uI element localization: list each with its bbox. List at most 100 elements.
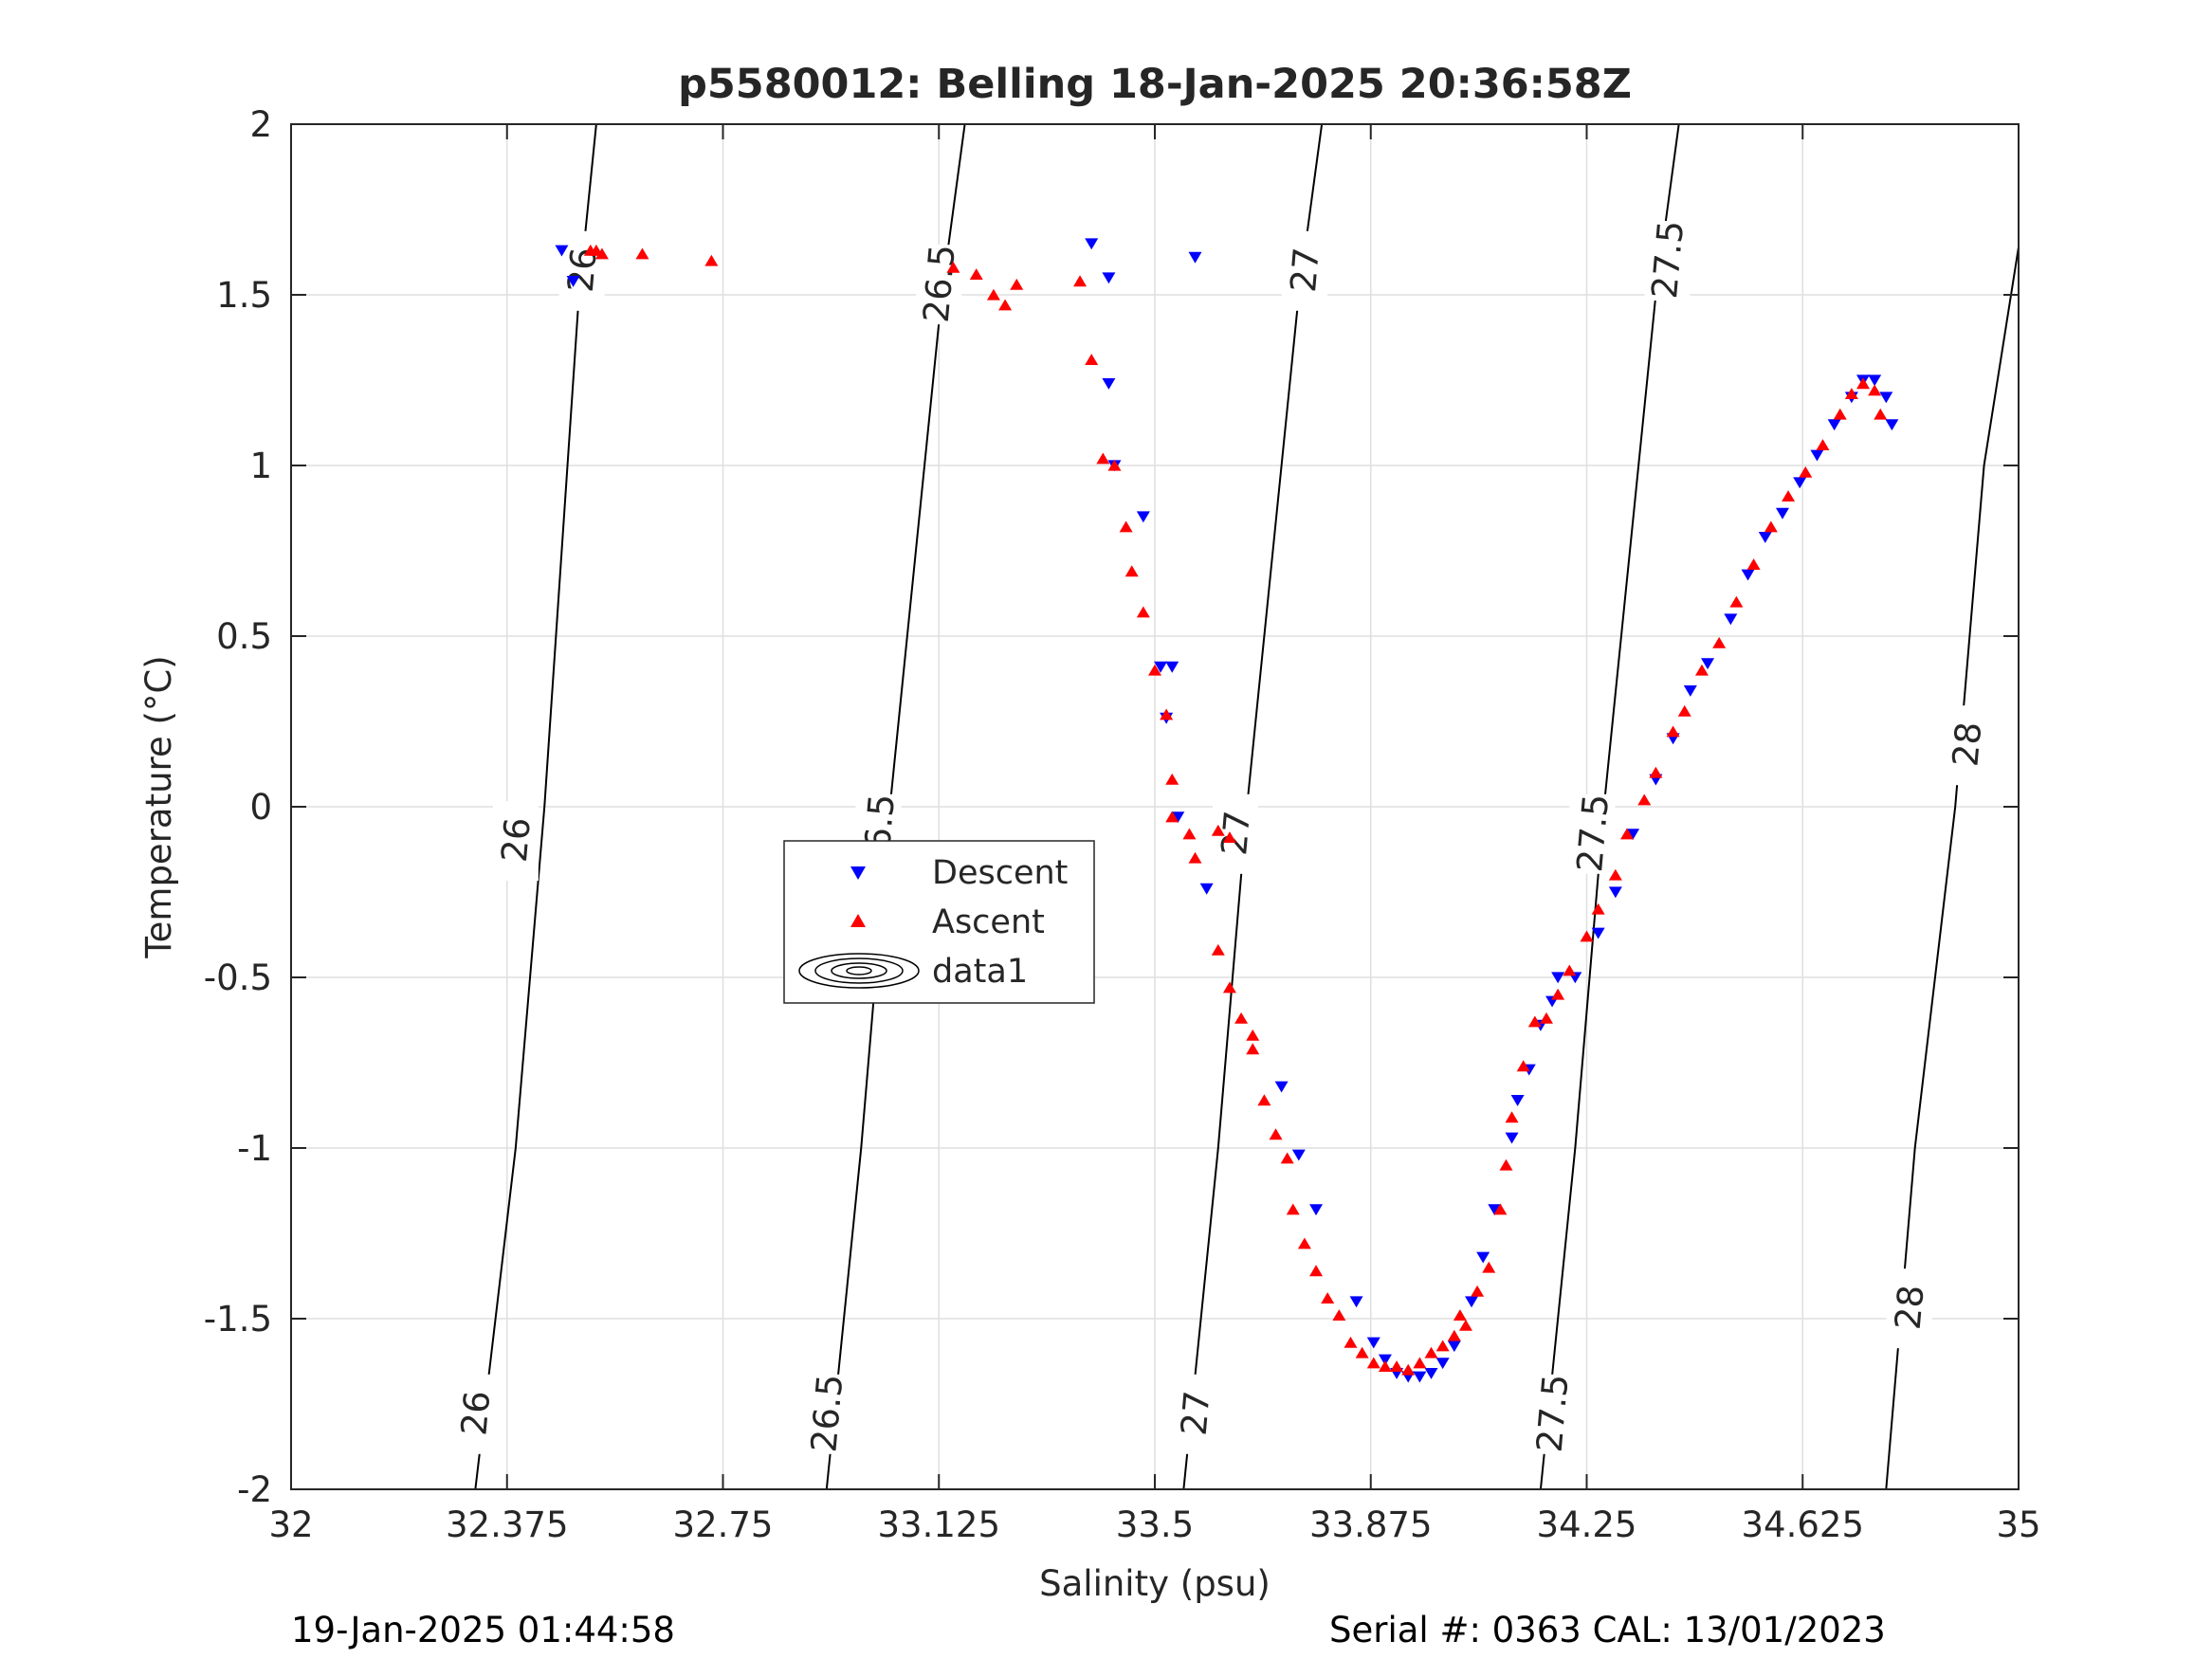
y-tick-label: -0.5: [204, 957, 272, 998]
descent-marker: [1378, 1354, 1392, 1366]
ascent-marker: [1390, 1360, 1404, 1372]
contour-label-background: [1944, 705, 1990, 786]
ascent-marker: [1816, 439, 1830, 450]
contour-label: 28: [1945, 720, 1989, 769]
legend-descent-label: Descent: [932, 854, 1068, 892]
contour-label: 26.5: [803, 1373, 850, 1454]
ascent-marker: [1297, 1237, 1311, 1249]
ascent-marker: [1136, 606, 1150, 618]
descent-marker: [1758, 532, 1772, 543]
ascent-marker: [1188, 851, 1202, 864]
ascent-marker: [1482, 1261, 1496, 1273]
ascent-marker: [1868, 384, 1882, 396]
ascent-marker: [1539, 1012, 1553, 1024]
descent-marker: [1165, 661, 1179, 673]
legend-box: [783, 840, 1095, 1004]
x-axis-label: Salinity (psu): [1039, 1563, 1271, 1604]
descent-marker: [1701, 658, 1715, 670]
y-tick-label: -2: [237, 1469, 272, 1510]
ascent-marker: [1182, 828, 1197, 840]
descent-marker: [1085, 238, 1099, 250]
descent-marker: [1435, 1358, 1450, 1370]
ascent-marker: [1413, 1357, 1427, 1369]
ascent-marker: [1222, 981, 1236, 994]
footer-serial-cal: Serial #: 0363 CAL: 13/01/2023: [1329, 1610, 1886, 1650]
descent-marker: [566, 276, 580, 287]
ascent-marker: [1424, 1346, 1438, 1358]
ascent-marker: [1471, 1285, 1485, 1297]
descent-marker: [1810, 449, 1824, 462]
ascent-marker: [1246, 1029, 1260, 1041]
ascent-marker: [1620, 828, 1635, 840]
descent-marker: [1366, 1337, 1380, 1349]
descent-marker: [1793, 477, 1807, 489]
legend-data1-label: data1: [932, 953, 1028, 991]
ascent-marker: [1712, 636, 1727, 648]
ascent-marker: [1591, 902, 1605, 915]
descent-marker: [1683, 685, 1697, 697]
ascent-marker: [1222, 831, 1236, 843]
descent-marker: [1171, 811, 1185, 824]
descent-marker: [555, 245, 569, 257]
y-tick-label: -1.5: [204, 1299, 272, 1340]
ascent-marker: [1799, 465, 1813, 478]
ascent-marker: [1010, 278, 1024, 290]
y-axis-label: Temperature (°C): [138, 655, 179, 958]
descent-marker: [1274, 1081, 1289, 1093]
contour-label-background: [1172, 1374, 1218, 1454]
contour-label: 27.5: [1569, 793, 1617, 874]
grid: [291, 124, 2019, 1489]
ascent-marker: [1874, 408, 1888, 420]
ascent-marker: [1637, 793, 1652, 806]
descent-marker: [1608, 886, 1622, 899]
ascent-marker: [1608, 868, 1622, 881]
contour-label-background: [1569, 793, 1616, 874]
ascent-marker: [1211, 824, 1225, 836]
ascent-marker: [1085, 354, 1099, 365]
chart-title: p5580012: Belling 18-Jan-2025 20:36:58Z: [678, 61, 1632, 108]
descent-marker: [1349, 1296, 1363, 1308]
ascent-marker: [1160, 708, 1174, 720]
ascent-marker: [1649, 766, 1663, 778]
ascent-marker: [1124, 565, 1139, 577]
descent-marker: [1551, 972, 1565, 984]
ascent-marker: [1666, 725, 1680, 738]
descent-marker: [1102, 272, 1116, 284]
contour-label: 27: [1283, 246, 1327, 294]
descent-marker: [1413, 1371, 1427, 1383]
ascent-marker: [1148, 664, 1161, 676]
ascent-marker: [1355, 1346, 1369, 1358]
descent-marker: [1465, 1296, 1479, 1308]
contour-label: 26: [494, 816, 539, 865]
descent-marker: [1488, 1204, 1502, 1216]
descent-marker: [1591, 927, 1605, 939]
descent-marker: [1102, 378, 1116, 390]
ascent-marker: [1833, 408, 1847, 420]
ascent-marker: [1677, 704, 1691, 717]
legend: Descent Ascent data1: [783, 840, 1095, 1004]
ascent-marker: [1453, 1309, 1467, 1321]
ascent-marker: [1493, 1203, 1508, 1215]
ascent-marker: [1073, 275, 1088, 287]
contour-label: 27: [1174, 1389, 1218, 1437]
ascent-marker: [1764, 520, 1778, 533]
ascent-marker: [998, 299, 1013, 311]
contour-label-background: [1886, 1268, 1932, 1349]
ascent-marker: [1782, 490, 1796, 501]
ascent-marker: [1366, 1357, 1380, 1369]
ascent-marker: [1286, 1203, 1300, 1215]
ascent-marker: [1580, 930, 1594, 942]
x-tick-label: 34.625: [1742, 1504, 1864, 1545]
x-tick-label: 32: [268, 1504, 313, 1545]
contour-label: 26.5: [916, 243, 963, 324]
contour-label: 26: [453, 1389, 498, 1437]
ascent-marker: [704, 254, 719, 266]
footer-timestamp: 19-Jan-2025 01:44:58: [291, 1610, 675, 1650]
ascent-marker: [1332, 1309, 1346, 1321]
ascent-marker: [1401, 1363, 1416, 1376]
descent-marker: [1510, 1095, 1525, 1106]
y-tick-label: 0.5: [216, 616, 272, 657]
ascent-marker: [986, 288, 1000, 301]
ascent-marker: [1458, 1319, 1472, 1331]
